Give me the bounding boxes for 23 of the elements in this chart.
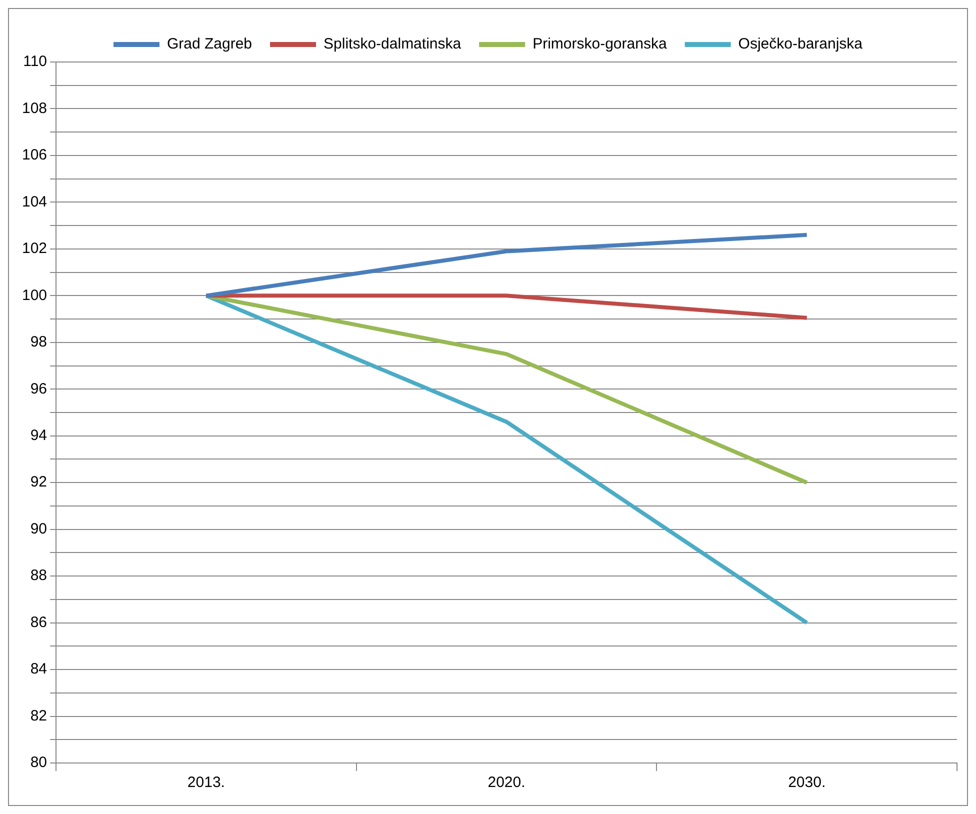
legend-label: Primorsko-goranska [532,36,668,53]
y-tick-label: 94 [30,427,48,444]
legend-label: Grad Zagreb [166,36,252,53]
y-tick-label: 108 [22,100,48,117]
y-tick-label: 92 [30,474,48,491]
x-tick-label: 2013. [187,774,225,792]
y-tick-label: 104 [22,193,48,210]
y-tick-label: 86 [30,614,48,631]
y-tick-label: 80 [30,754,48,772]
y-tick-label: 106 [22,146,48,164]
y-tick-label: 88 [30,567,48,584]
y-tick-label: 96 [30,380,48,398]
y-tick-label: 82 [30,707,48,724]
legend-label: Osječko-baranjska [738,36,864,53]
y-tick-label: 98 [30,334,48,351]
y-tick-label: 100 [22,286,48,304]
x-tick-label: 2030. [788,774,826,792]
x-tick-label: 2020. [488,774,526,792]
y-tick-label: 84 [30,660,48,678]
y-tick-label: 102 [22,240,48,258]
y-tick-label: 90 [30,520,48,538]
y-tick-label: 110 [23,53,48,70]
legend-label: Splitsko-dalmatinska [324,36,462,53]
